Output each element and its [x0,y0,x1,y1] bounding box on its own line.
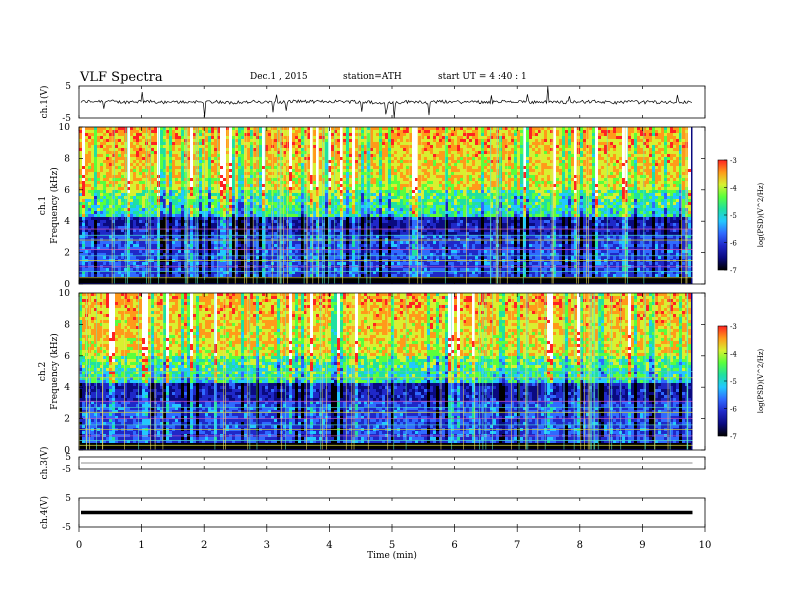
spectrogram-panel-1 [79,127,705,284]
panel-frame [79,86,705,118]
ch1-trace [81,86,692,117]
colorbar-1 [718,160,727,270]
y-tick-label: 2 [64,415,70,425]
waveform-panel-1 [79,86,705,118]
x-tick-label: 1 [138,540,144,551]
colorbar-tick-label: -7 [730,433,737,441]
y-tick-label: 4 [64,217,70,227]
y-axis-label: ch.3(V) [39,447,50,480]
figure-canvas: 5-5ch.1(V)0246810ch.1 Frequency (kHz)-3-4… [0,0,792,612]
colorbar-label: log(PSD)(V^2/Hz) [757,348,765,413]
y-tick-label: 5 [65,494,71,504]
colorbar-tick-label: -3 [730,323,737,331]
x-tick-label: 8 [577,540,583,551]
y-tick-label: 10 [59,289,71,299]
y-tick-label: 8 [64,154,70,164]
x-tick-label: 4 [326,540,332,551]
colorbar-tick-label: -5 [730,378,737,386]
vlf-spectra-figure: VLF Spectra Dec.1 , 2015 station=ATH sta… [0,0,792,612]
x-tick-label: 3 [264,540,270,551]
y-tick-label: 5 [65,453,71,463]
y-tick-label: 2 [64,249,70,259]
colorbar-tick-label: -6 [730,406,737,414]
colorbar-label: log(PSD)(V^2/Hz) [757,182,765,247]
x-tick-label: 5 [389,540,395,551]
x-tick-label: 0 [76,540,82,551]
x-tick-label: 7 [514,540,520,551]
x-tick-label: 2 [201,540,207,551]
y-tick-label: 4 [64,383,70,393]
y-axis-label: ch.4(V) [39,496,50,529]
y-axis-label: ch.1(V) [39,86,50,119]
y-tick-label: 8 [64,320,70,330]
waveform-panel-4 [79,457,705,469]
colorbar-tick-label: -3 [730,157,737,165]
x-tick-label: 9 [639,540,645,551]
colorbar-2 [718,326,727,436]
y-tick-label: 6 [64,186,70,196]
y-tick-label: 6 [64,352,70,362]
y-axis-label-channel: ch.1 [38,196,48,215]
colorbar-tick-label: -5 [730,212,737,220]
colorbar-tick-label: -4 [730,351,737,359]
x-tick-label: 10 [699,540,712,551]
colorbar-tick-label: -6 [730,240,737,248]
y-tick-label: 5 [65,82,71,92]
x-tick-label: 6 [451,540,457,551]
waveform-panel-5 [79,498,705,527]
y-tick-label: 10 [59,123,71,133]
spectrogram-panel-2 [79,293,705,450]
y-axis-label-channel: ch.2 [38,362,48,381]
colorbar-tick-label: -4 [730,185,737,193]
y-tick-label: -5 [62,465,71,475]
y-tick-label: -5 [62,523,71,533]
y-axis-label: Frequency (kHz) [49,333,60,410]
y-axis-label: Frequency (kHz) [49,167,60,244]
x-axis-label: Time (min) [367,550,417,561]
colorbar-tick-label: -7 [730,267,737,275]
